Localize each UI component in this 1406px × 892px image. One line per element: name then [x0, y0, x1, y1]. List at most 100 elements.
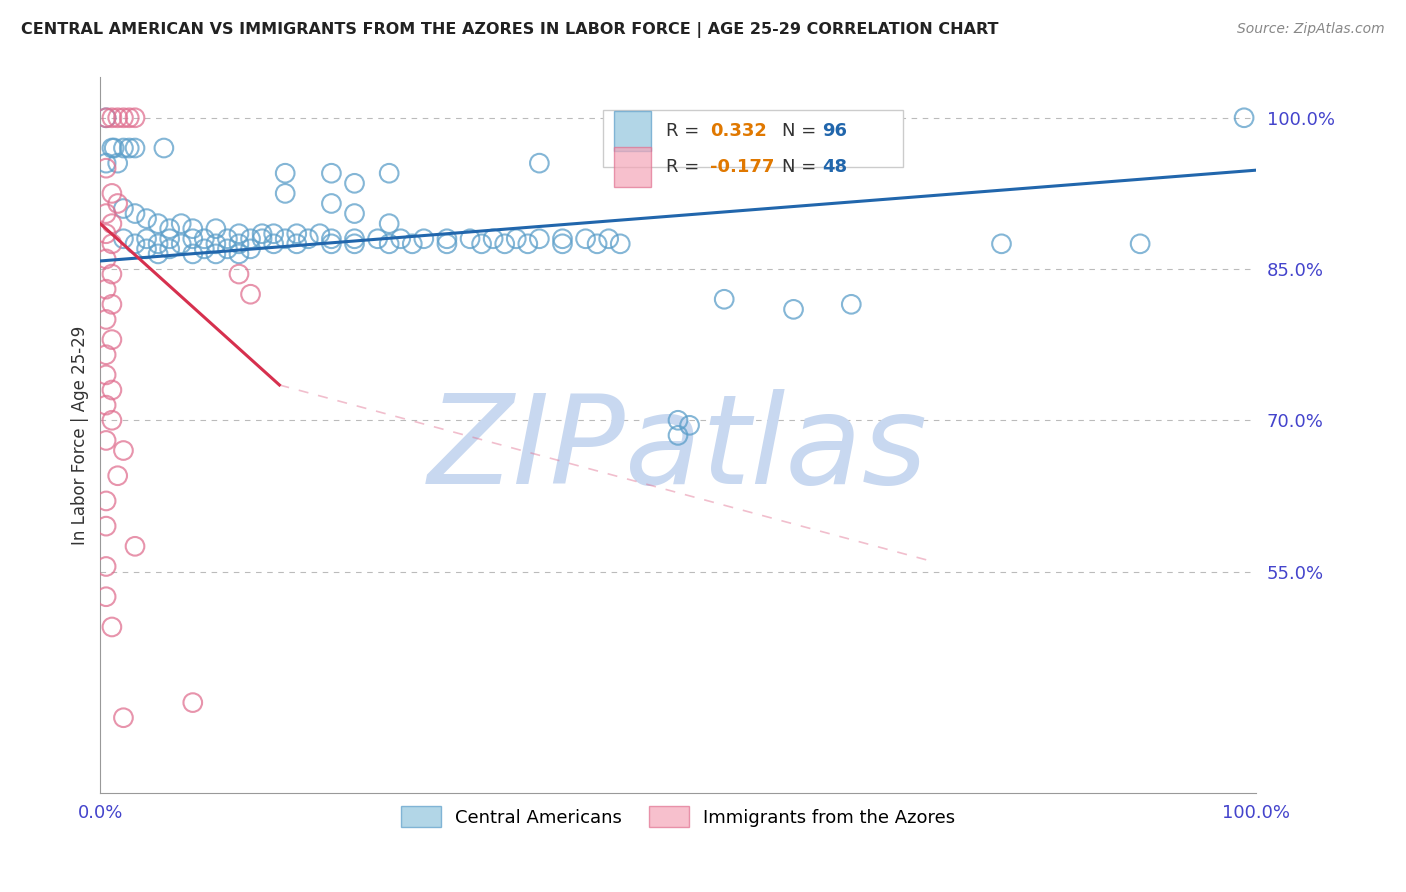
- Point: [263, 236, 285, 251]
- Point: [112, 202, 135, 216]
- Point: [101, 186, 124, 201]
- Point: [112, 711, 135, 725]
- Point: [586, 236, 609, 251]
- Point: [94, 111, 117, 125]
- Point: [112, 111, 135, 125]
- Point: [170, 236, 193, 251]
- Point: [378, 236, 401, 251]
- Point: [228, 236, 250, 251]
- Point: [389, 232, 412, 246]
- Point: [609, 236, 631, 251]
- Point: [274, 186, 297, 201]
- Point: [101, 141, 124, 155]
- Text: 48: 48: [823, 158, 848, 176]
- Point: [321, 236, 343, 251]
- Point: [101, 297, 124, 311]
- Point: [107, 156, 129, 170]
- Point: [101, 236, 124, 251]
- Point: [101, 383, 124, 397]
- Text: N =: N =: [782, 122, 823, 140]
- Text: R =: R =: [666, 158, 706, 176]
- Point: [146, 217, 169, 231]
- Point: [713, 293, 735, 307]
- Point: [782, 302, 804, 317]
- Point: [101, 333, 124, 347]
- Text: Source: ZipAtlas.com: Source: ZipAtlas.com: [1237, 22, 1385, 37]
- Text: R =: R =: [666, 122, 706, 140]
- Point: [529, 232, 551, 246]
- Point: [101, 267, 124, 281]
- Point: [94, 434, 117, 448]
- Point: [205, 236, 228, 251]
- Point: [471, 236, 494, 251]
- Point: [250, 227, 273, 241]
- Point: [94, 398, 117, 412]
- Text: -0.177: -0.177: [710, 158, 775, 176]
- Point: [378, 217, 401, 231]
- FancyBboxPatch shape: [614, 147, 651, 186]
- Point: [94, 111, 117, 125]
- Point: [101, 111, 124, 125]
- Point: [401, 236, 423, 251]
- Point: [94, 368, 117, 382]
- Point: [124, 206, 146, 220]
- Point: [159, 232, 181, 246]
- Point: [146, 247, 169, 261]
- Point: [239, 242, 262, 256]
- Point: [94, 348, 117, 362]
- Point: [112, 443, 135, 458]
- Point: [124, 111, 146, 125]
- Point: [124, 141, 146, 155]
- Point: [678, 418, 700, 433]
- Point: [112, 232, 135, 246]
- Point: [1233, 111, 1256, 125]
- Point: [159, 221, 181, 235]
- Point: [239, 287, 262, 301]
- Text: ZIPatlas: ZIPatlas: [427, 389, 928, 510]
- Point: [666, 413, 689, 427]
- Point: [124, 539, 146, 553]
- Point: [101, 620, 124, 634]
- Point: [94, 494, 117, 508]
- Point: [285, 227, 308, 241]
- Point: [94, 559, 117, 574]
- Point: [94, 227, 117, 241]
- Point: [458, 232, 481, 246]
- Point: [181, 247, 204, 261]
- Point: [118, 111, 141, 125]
- Point: [378, 166, 401, 180]
- Point: [343, 232, 366, 246]
- Point: [574, 232, 596, 246]
- FancyBboxPatch shape: [603, 110, 903, 167]
- Point: [297, 232, 319, 246]
- Text: 96: 96: [823, 122, 848, 140]
- Point: [436, 236, 458, 251]
- Point: [321, 232, 343, 246]
- Y-axis label: In Labor Force | Age 25-29: In Labor Force | Age 25-29: [72, 326, 89, 545]
- Point: [343, 236, 366, 251]
- Point: [412, 232, 434, 246]
- Point: [103, 141, 125, 155]
- Point: [94, 282, 117, 296]
- Point: [94, 252, 117, 266]
- Point: [321, 166, 343, 180]
- Point: [990, 236, 1012, 251]
- Point: [94, 206, 117, 220]
- Point: [367, 232, 389, 246]
- Point: [228, 227, 250, 241]
- Point: [343, 206, 366, 220]
- Point: [124, 236, 146, 251]
- Point: [217, 232, 239, 246]
- Point: [135, 232, 157, 246]
- Point: [159, 242, 181, 256]
- Point: [94, 519, 117, 533]
- Point: [193, 232, 215, 246]
- Point: [551, 236, 574, 251]
- Point: [101, 413, 124, 427]
- Point: [205, 221, 228, 235]
- Point: [153, 141, 176, 155]
- Point: [482, 232, 505, 246]
- Point: [205, 247, 228, 261]
- Point: [228, 247, 250, 261]
- Text: N =: N =: [782, 158, 823, 176]
